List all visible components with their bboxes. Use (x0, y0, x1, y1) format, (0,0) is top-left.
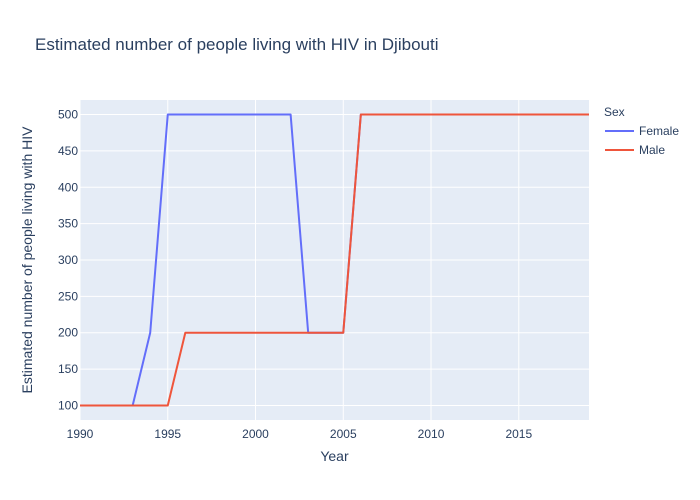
legend-label-male: Male (639, 143, 665, 157)
y-tick-label: 450 (58, 144, 78, 158)
x-axis-ticks: 1990 1995 2000 2005 2010 2015 (67, 427, 533, 441)
x-tick-label: 2005 (330, 427, 357, 441)
gridlines (79, 100, 589, 420)
x-tick-label: 2000 (242, 427, 269, 441)
x-tick-label: 1995 (154, 427, 181, 441)
y-axis-ticks: 100 150 200 250 300 350 400 450 500 (58, 108, 78, 413)
x-axis-title: Year (320, 448, 349, 464)
chart-title: Estimated number of people living with H… (35, 35, 438, 54)
legend-label-female: Female (639, 124, 679, 138)
x-tick-label: 2010 (418, 427, 445, 441)
x-tick-label: 2015 (505, 427, 532, 441)
y-tick-label: 150 (58, 362, 78, 376)
y-tick-label: 100 (58, 398, 78, 412)
y-tick-label: 250 (58, 289, 78, 303)
y-tick-label: 200 (58, 326, 78, 340)
y-tick-label: 500 (58, 108, 78, 122)
x-tick-label: 1990 (67, 427, 94, 441)
y-tick-label: 350 (58, 217, 78, 231)
legend: Sex Female Male (604, 105, 679, 157)
series-line-male (80, 113, 589, 407)
y-axis-title: Estimated number of people living with H… (19, 126, 35, 394)
series-lines (80, 113, 589, 407)
y-tick-label: 300 (58, 253, 78, 267)
legend-title: Sex (604, 105, 625, 119)
y-tick-label: 400 (58, 180, 78, 194)
